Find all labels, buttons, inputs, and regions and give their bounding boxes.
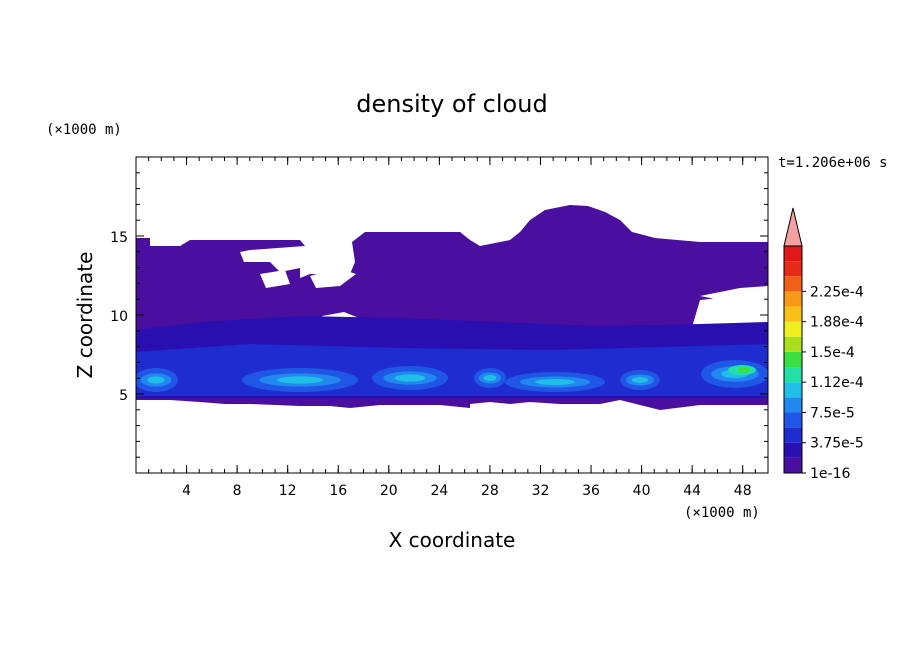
x-tick-label: 32 — [532, 483, 550, 499]
colorbar-swatch — [784, 397, 802, 413]
x-tick-label: 28 — [481, 483, 499, 499]
density-blob-core — [535, 379, 575, 385]
density-blob-core — [483, 375, 497, 381]
colorbar-swatch — [784, 276, 802, 292]
x-unit-label: (×1000 m) — [684, 505, 760, 521]
x-tick-group: 4 8 12 16 20 24 28 32 36 40 44 48 — [148, 157, 756, 499]
colorbar-label: 1.12e-4 — [810, 375, 864, 391]
x-tick-label: 40 — [633, 483, 651, 499]
x-tick-label: 20 — [380, 483, 398, 499]
colorbar-label: 3.75e-5 — [810, 436, 864, 452]
colorbar-swatch — [784, 321, 802, 337]
y-unit-label: (×1000 m) — [46, 122, 122, 138]
colorbar-swatch — [784, 412, 802, 428]
colorbar: 1e-16 3.75e-5 7.5e-5 1.12e-4 1.5e-4 1.88e-4 2.… — [783, 207, 864, 482]
colorbar-extend-triangle — [783, 207, 803, 247]
colorbar-swatch — [784, 427, 802, 443]
colorbar-label: 7.5e-5 — [810, 405, 855, 421]
colorbar-swatch — [784, 261, 802, 277]
x-tick-label: 16 — [329, 483, 347, 499]
y-tick-label: 5 — [119, 388, 128, 404]
density-blob-core — [147, 376, 165, 384]
cloud-gap — [310, 268, 356, 288]
colorbar-label: 1e-16 — [810, 466, 850, 482]
x-tick-label: 8 — [233, 483, 242, 499]
x-tick-label: 36 — [582, 483, 600, 499]
colorbar-swatch — [784, 442, 802, 458]
y-tick-label: 15 — [110, 230, 128, 246]
colorbar-swatch — [784, 246, 802, 262]
x-tick-label: 24 — [430, 483, 448, 499]
colorbar-label: 2.25e-4 — [810, 284, 864, 300]
colorbar-frame — [783, 245, 803, 474]
cloud-layer-3 — [136, 344, 768, 396]
x-tick-label: 4 — [182, 483, 191, 499]
time-label: t=1.206e+06 s — [778, 155, 888, 171]
density-blob-core — [394, 374, 426, 382]
y-axis-label: Z coordinate — [73, 252, 97, 379]
x-tick-label: 12 — [279, 483, 297, 499]
y-tick-group: 5 10 15 — [110, 172, 768, 458]
cloud-gap — [700, 286, 768, 300]
colorbar-swatch — [784, 367, 802, 383]
cloud-gap — [260, 270, 290, 288]
x-axis-label: X coordinate — [389, 528, 516, 552]
density-peak-core — [738, 367, 750, 373]
colorbar-swatch — [784, 306, 802, 322]
colorbar-swatch — [784, 457, 802, 473]
density-blob-core — [632, 377, 648, 383]
x-tick-label: 48 — [734, 483, 752, 499]
chart-title: density of cloud — [356, 90, 547, 118]
colorbar-label: 1.5e-4 — [810, 345, 855, 361]
plot-area — [135, 156, 769, 474]
colorbar-swatch — [784, 351, 802, 368]
colorbar-swatch — [784, 336, 802, 352]
x-tick-label: 44 — [683, 483, 701, 499]
colorbar-label: 1.88e-4 — [810, 315, 864, 331]
colorbar-swatch — [784, 291, 802, 307]
density-blob-core — [276, 376, 324, 384]
colorbar-swatch — [784, 382, 802, 398]
y-tick-label: 10 — [110, 309, 128, 325]
density-field — [136, 205, 768, 410]
